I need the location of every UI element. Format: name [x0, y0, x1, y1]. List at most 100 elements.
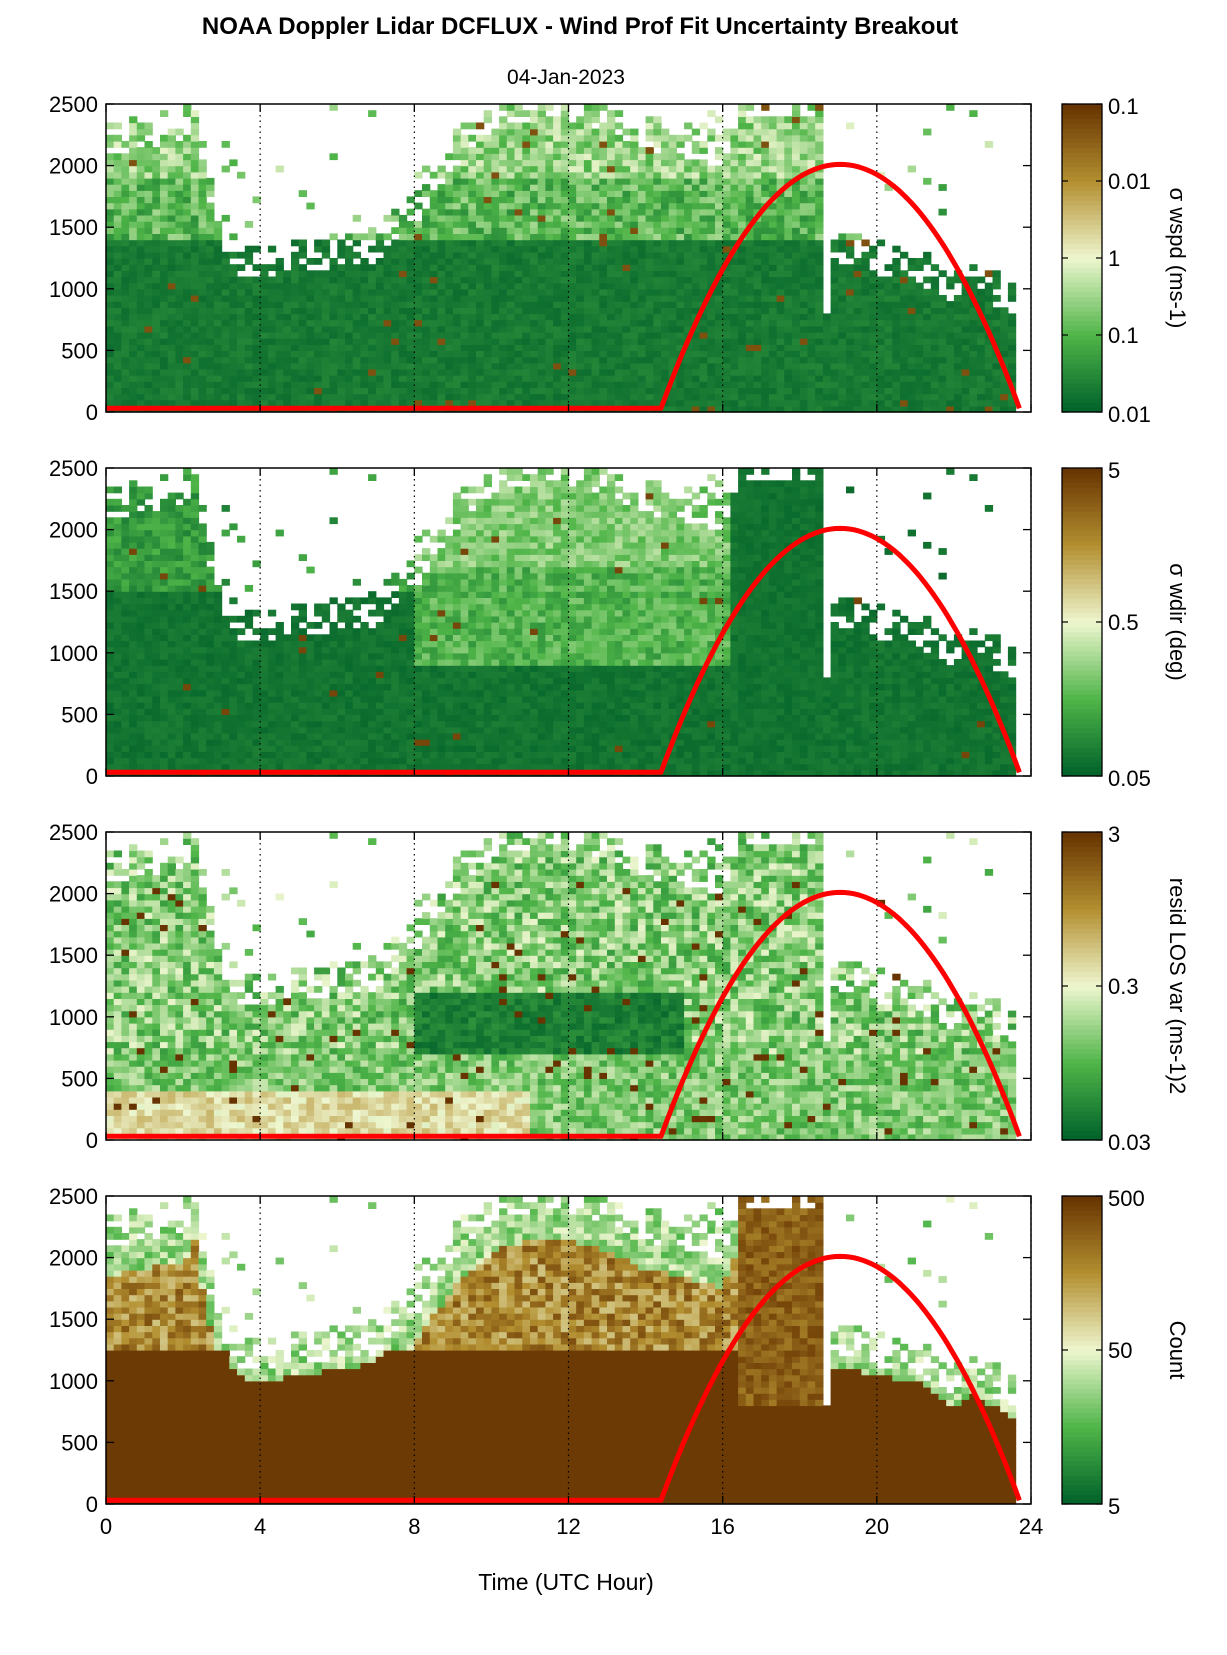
heatmap-cell	[707, 214, 716, 222]
heatmap-cell	[622, 295, 631, 302]
heatmap-cell	[799, 282, 809, 290]
colorbar-segment	[1062, 108, 1102, 115]
heatmap-cell	[938, 270, 947, 278]
colorbar-segment	[1062, 128, 1102, 134]
heatmap-cell	[491, 134, 500, 142]
heatmap-cell	[745, 239, 755, 247]
heatmap-cell	[499, 387, 508, 395]
heatmap-cell	[368, 313, 377, 321]
heatmap-cell	[537, 344, 546, 351]
heatmap-cell	[144, 344, 153, 351]
heatmap-cell	[645, 313, 654, 321]
heatmap-cell	[499, 122, 508, 130]
heatmap-cell	[429, 190, 439, 197]
heatmap-cell	[144, 689, 153, 697]
heatmap-cell	[306, 381, 315, 388]
heatmap-cell	[476, 264, 485, 271]
heatmap-cell	[468, 381, 477, 388]
heatmap-cell	[699, 368, 708, 376]
heatmap-cell	[984, 393, 994, 401]
heatmap-cell	[614, 177, 624, 185]
heatmap-cell	[815, 282, 824, 290]
heatmap-cell	[175, 659, 184, 666]
heatmap-cell	[113, 671, 122, 679]
heatmap-cell	[422, 282, 431, 290]
heatmap-cell	[491, 399, 500, 407]
heatmap-cell	[537, 196, 546, 204]
heatmap-cell	[298, 276, 307, 284]
heatmap-cell	[391, 301, 400, 308]
heatmap-cell	[190, 141, 200, 148]
heatmap-cell	[329, 399, 338, 407]
heatmap-cell	[237, 375, 246, 382]
heatmap-cell	[668, 387, 677, 395]
heatmap-cell	[414, 393, 423, 401]
heatmap-cell	[221, 258, 230, 265]
colorbar-segment	[1062, 132, 1102, 139]
heatmap-cell	[938, 313, 947, 321]
heatmap-cell	[321, 319, 331, 327]
heatmap-cell	[992, 338, 1001, 345]
heatmap-cell	[730, 276, 739, 284]
heatmap-cell	[121, 202, 130, 210]
heatmap-cell	[568, 171, 577, 179]
heatmap-cell	[691, 295, 701, 302]
heatmap-cell	[645, 190, 654, 197]
heatmap-cell	[422, 221, 431, 228]
heatmap-cell	[645, 368, 654, 376]
heatmap-cell	[113, 184, 122, 191]
heatmap-cell	[414, 362, 423, 370]
heatmap-cell	[553, 227, 562, 234]
heatmap-cell	[152, 338, 161, 345]
heatmap-cell	[776, 319, 785, 327]
heatmap-cell	[391, 362, 400, 370]
heatmap-cell	[745, 184, 755, 191]
heatmap-cell	[699, 251, 708, 259]
heatmap-cell	[545, 362, 554, 370]
heatmap-cell	[799, 147, 809, 154]
heatmap-cell	[113, 720, 122, 728]
heatmap-cell	[630, 184, 639, 191]
heatmap-cell	[900, 399, 909, 407]
heatmap-cell	[129, 708, 138, 715]
heatmap-cell	[298, 270, 307, 278]
heatmap-cell	[414, 264, 423, 271]
heatmap-cell	[314, 295, 323, 302]
heatmap-cell	[152, 751, 161, 759]
heatmap-cell	[275, 331, 284, 339]
heatmap-cell	[622, 350, 631, 358]
heatmap-cell	[553, 344, 562, 351]
heatmap-cell	[391, 381, 400, 388]
heatmap-cell	[614, 165, 624, 173]
heatmap-cell	[537, 104, 546, 111]
heatmap-cell	[167, 732, 176, 740]
heatmap-cell	[198, 350, 207, 358]
heatmap-cell	[869, 356, 878, 364]
heatmap-cell	[607, 141, 616, 148]
heatmap-cell	[445, 177, 454, 185]
heatmap-cell	[429, 245, 439, 253]
heatmap-cell	[738, 325, 747, 333]
heatmap-cell	[136, 535, 146, 543]
heatmap-cell	[460, 393, 469, 401]
heatmap-cell	[992, 356, 1001, 364]
heatmap-cell	[715, 196, 724, 204]
heatmap-cell	[121, 190, 130, 197]
heatmap-cell	[306, 276, 315, 284]
heatmap-cell	[383, 233, 392, 241]
heatmap-cell	[183, 153, 192, 161]
heatmap-cell	[514, 325, 523, 333]
heatmap-cell	[715, 331, 724, 339]
heatmap-cell	[884, 331, 893, 339]
heatmap-cell	[676, 405, 685, 413]
heatmap-cell	[876, 399, 886, 407]
heatmap-cell	[761, 134, 770, 142]
heatmap-cell	[953, 405, 963, 413]
heatmap-cell	[398, 227, 408, 234]
heatmap-cell	[653, 399, 662, 407]
colorbar-segment	[1062, 209, 1102, 216]
heatmap-cell	[984, 399, 994, 407]
heatmap-cell	[499, 362, 508, 370]
heatmap-cell	[907, 350, 916, 358]
heatmap-cell	[460, 153, 469, 161]
